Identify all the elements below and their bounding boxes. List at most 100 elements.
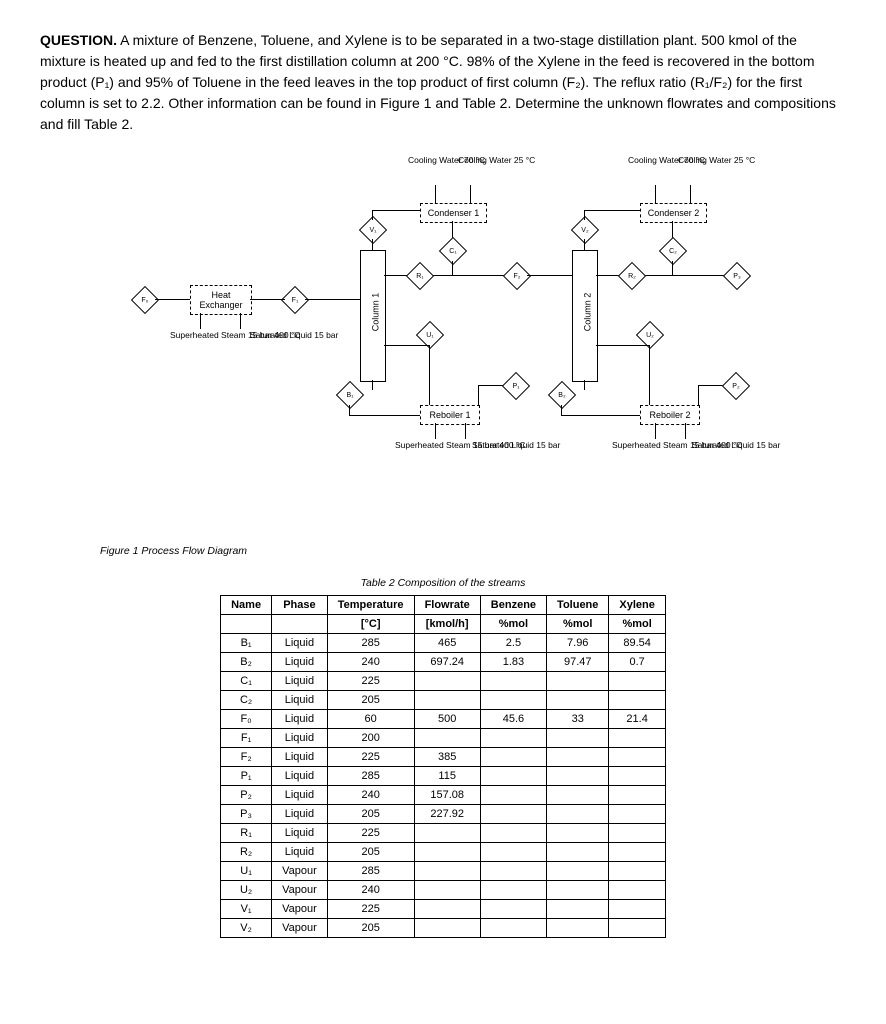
table-cell: 240 xyxy=(327,881,414,900)
table-cell xyxy=(547,691,609,710)
table-cell xyxy=(480,881,546,900)
table-cell xyxy=(414,729,480,748)
table-cell xyxy=(609,786,665,805)
table-cell xyxy=(547,881,609,900)
table-cell: 0.7 xyxy=(609,653,665,672)
table-cell: F₁ xyxy=(221,729,272,748)
table-row: R₁Liquid225 xyxy=(221,824,666,843)
condenser2-box: Condenser 2 xyxy=(640,203,707,223)
table-cell: 697.24 xyxy=(414,653,480,672)
u3: [kmol/h] xyxy=(414,615,480,634)
table-cell: Vapour xyxy=(272,862,328,881)
node-b2: B₂ xyxy=(548,381,576,409)
table-cell: B₂ xyxy=(221,653,272,672)
u6: %mol xyxy=(609,615,665,634)
question-block: QUESTION. A mixture of Benzene, Toluene,… xyxy=(40,30,846,135)
node-c2: C₂ xyxy=(659,237,687,265)
table-cell xyxy=(414,691,480,710)
table-cell xyxy=(609,805,665,824)
heat-exchanger-box: Heat Exchanger xyxy=(190,285,252,315)
table-cell: 1.83 xyxy=(480,653,546,672)
node-v1: V₁ xyxy=(359,216,387,244)
table-row: P₁Liquid285115 xyxy=(221,767,666,786)
table-cell xyxy=(480,748,546,767)
table-cell xyxy=(609,748,665,767)
sl-reb1: Saturated Liquid 15 bar xyxy=(472,440,560,451)
table-cell xyxy=(480,900,546,919)
table-cell xyxy=(414,862,480,881)
table-cell: 500 xyxy=(414,710,480,729)
heat-exchanger-label: Heat Exchanger xyxy=(191,290,251,310)
table-cell: 285 xyxy=(327,634,414,653)
table-cell: 7.96 xyxy=(547,634,609,653)
th-xyl: Xylene xyxy=(609,596,665,615)
table-cell: 385 xyxy=(414,748,480,767)
condenser1-box: Condenser 1 xyxy=(420,203,487,223)
table-cell: 285 xyxy=(327,862,414,881)
table-cell: C₂ xyxy=(221,691,272,710)
table-row: V₂Vapour205 xyxy=(221,919,666,938)
table-cell: Liquid xyxy=(272,710,328,729)
node-p1: P₁ xyxy=(502,372,530,400)
composition-table: Name Phase Temperature Flowrate Benzene … xyxy=(220,595,666,938)
node-f2: F₂ xyxy=(503,262,531,290)
table-cell: Liquid xyxy=(272,805,328,824)
table-cell xyxy=(414,672,480,691)
table-cell: 227.92 xyxy=(414,805,480,824)
table-cell xyxy=(547,805,609,824)
table-cell: 205 xyxy=(327,691,414,710)
table-cell: Liquid xyxy=(272,672,328,691)
node-f0: F₀ xyxy=(131,286,159,314)
table-cell xyxy=(547,862,609,881)
table-cell: P₂ xyxy=(221,786,272,805)
table-cell: Liquid xyxy=(272,691,328,710)
table-cell xyxy=(480,843,546,862)
table-row: U₂Vapour240 xyxy=(221,881,666,900)
node-r1: R₁ xyxy=(406,262,434,290)
reboiler1-box: Reboiler 1 xyxy=(420,405,480,425)
table-cell: 157.08 xyxy=(414,786,480,805)
table-cell: F₂ xyxy=(221,748,272,767)
table-cell: 89.54 xyxy=(609,634,665,653)
table-row: B₂Liquid240697.241.8397.470.7 xyxy=(221,653,666,672)
cw25-1: Cooling Water 25 °C xyxy=(458,155,535,166)
u4: %mol xyxy=(480,615,546,634)
table-cell: R₁ xyxy=(221,824,272,843)
table-cell xyxy=(480,824,546,843)
th-phase: Phase xyxy=(272,596,328,615)
lbl-sl-out: Saturated Liquid 15 bar xyxy=(250,330,338,341)
table-cell: 240 xyxy=(327,653,414,672)
table-cell: Liquid xyxy=(272,843,328,862)
u0 xyxy=(221,615,272,634)
node-c1: C₁ xyxy=(439,237,467,265)
table-cell xyxy=(609,824,665,843)
table-row: F₀Liquid6050045.63321.4 xyxy=(221,710,666,729)
condenser2-label: Condenser 2 xyxy=(648,208,700,218)
table-cell xyxy=(547,919,609,938)
question-label: QUESTION. xyxy=(40,32,117,48)
process-flow-diagram: Heat Exchanger F₀ F₁ Superheated Steam 1… xyxy=(100,155,860,535)
table-cell: U₁ xyxy=(221,862,272,881)
sl-reb2: Saturated Liquid 15 bar xyxy=(692,440,780,451)
table-cell xyxy=(547,767,609,786)
table-cell: Liquid xyxy=(272,824,328,843)
table-cell xyxy=(414,843,480,862)
table-cell: B₁ xyxy=(221,634,272,653)
table-cell: 200 xyxy=(327,729,414,748)
table-cell xyxy=(609,881,665,900)
table-cell: Liquid xyxy=(272,634,328,653)
table-cell: 225 xyxy=(327,900,414,919)
u2: [°C] xyxy=(327,615,414,634)
table-cell xyxy=(547,900,609,919)
table-cell: Vapour xyxy=(272,900,328,919)
table-cell: 97.47 xyxy=(547,653,609,672)
table-units-row: [°C] [kmol/h] %mol %mol %mol xyxy=(221,615,666,634)
cw25-2: Cooling Water 25 °C xyxy=(678,155,755,166)
table-caption: Table 2 Composition of the streams xyxy=(40,577,846,589)
node-r2: R₂ xyxy=(618,262,646,290)
reboiler1-label: Reboiler 1 xyxy=(429,410,470,420)
node-f1: F₁ xyxy=(281,286,309,314)
table-cell: Vapour xyxy=(272,919,328,938)
table-cell xyxy=(609,843,665,862)
table-cell xyxy=(547,672,609,691)
